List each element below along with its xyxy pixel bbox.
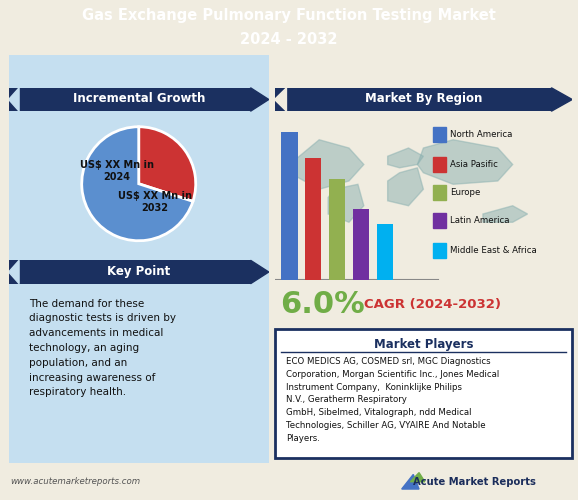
FancyBboxPatch shape xyxy=(9,88,251,111)
Text: Key Point: Key Point xyxy=(107,265,171,278)
Bar xyxy=(434,243,446,258)
Bar xyxy=(434,157,446,172)
Bar xyxy=(281,132,298,280)
Text: ECO MEDICS AG, COSMED srl, MGC Diagnostics
Corporation, Morgan Scientific Inc., : ECO MEDICS AG, COSMED srl, MGC Diagnosti… xyxy=(287,357,500,443)
Text: Market Players: Market Players xyxy=(373,338,473,350)
Text: 2024 - 2032: 2024 - 2032 xyxy=(240,32,338,47)
Text: Latin America: Latin America xyxy=(450,216,510,225)
Text: North America: North America xyxy=(450,130,513,140)
Text: Asia Pasific: Asia Pasific xyxy=(450,160,498,169)
Polygon shape xyxy=(483,206,528,222)
Text: The demand for these
diagnostic tests is driven by
advancements in medical
techn: The demand for these diagnostic tests is… xyxy=(29,298,176,398)
Bar xyxy=(434,213,446,228)
Text: Gas Exchange Pulmonary Function Testing Market: Gas Exchange Pulmonary Function Testing … xyxy=(82,8,496,23)
Bar xyxy=(434,128,446,142)
Bar xyxy=(329,179,345,280)
FancyBboxPatch shape xyxy=(3,47,274,470)
FancyBboxPatch shape xyxy=(275,88,551,111)
Text: 6.0%: 6.0% xyxy=(280,290,365,318)
Polygon shape xyxy=(275,88,287,111)
FancyBboxPatch shape xyxy=(275,328,572,458)
Text: Acute Market Reports: Acute Market Reports xyxy=(413,477,535,487)
FancyBboxPatch shape xyxy=(9,260,251,283)
Polygon shape xyxy=(251,260,269,283)
Text: Europe: Europe xyxy=(450,188,481,197)
Wedge shape xyxy=(81,126,193,240)
Bar xyxy=(353,208,369,280)
Polygon shape xyxy=(417,140,513,184)
Polygon shape xyxy=(9,260,19,283)
Polygon shape xyxy=(290,140,364,189)
Text: Incremental Growth: Incremental Growth xyxy=(72,92,205,106)
Text: Market By Region: Market By Region xyxy=(365,92,482,106)
Text: Middle East & Africa: Middle East & Africa xyxy=(450,246,537,255)
Polygon shape xyxy=(328,184,364,222)
Polygon shape xyxy=(9,88,19,111)
Bar xyxy=(376,224,393,280)
Bar xyxy=(434,185,446,200)
Bar xyxy=(305,158,321,280)
Wedge shape xyxy=(139,126,196,202)
Polygon shape xyxy=(410,472,425,482)
Text: www.acutemarketreports.com: www.acutemarketreports.com xyxy=(10,477,140,486)
Polygon shape xyxy=(551,88,572,111)
Polygon shape xyxy=(388,148,423,168)
Polygon shape xyxy=(402,474,419,489)
Polygon shape xyxy=(388,168,423,206)
Text: CAGR (2024-2032): CAGR (2024-2032) xyxy=(364,298,501,310)
Text: US$ XX Mn in
2032: US$ XX Mn in 2032 xyxy=(118,191,192,213)
Text: US$ XX Mn in
2024: US$ XX Mn in 2024 xyxy=(80,160,154,182)
Polygon shape xyxy=(251,88,269,111)
